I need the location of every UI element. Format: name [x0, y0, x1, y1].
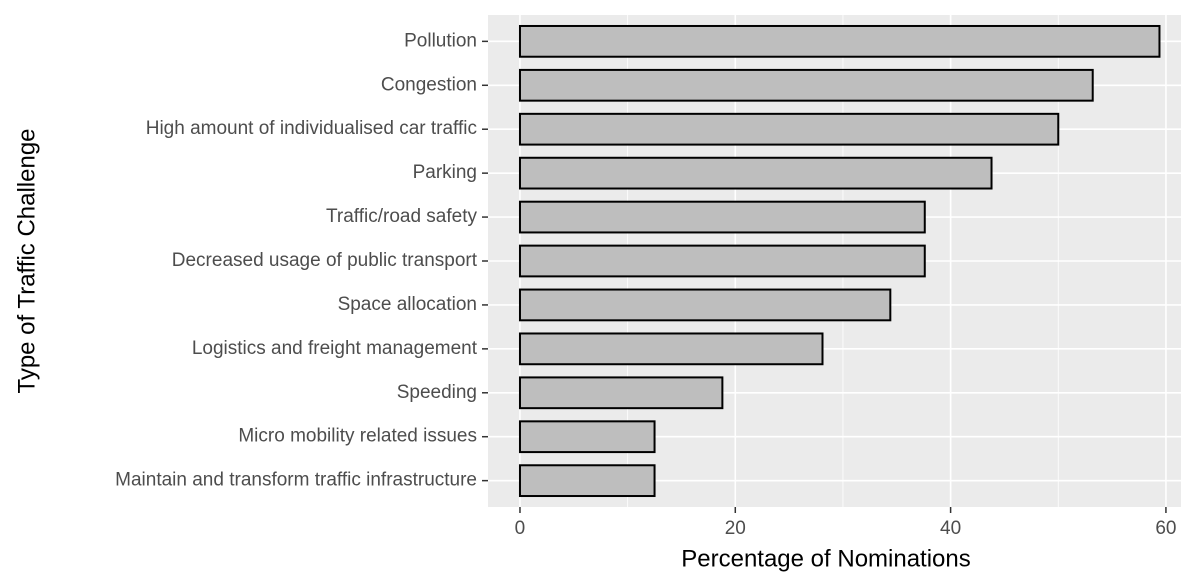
bar: [518, 376, 724, 410]
y-tick-label: Micro mobility related issues: [238, 426, 477, 447]
bar: [518, 112, 1060, 146]
y-tick-label: Maintain and transform traffic infrastru…: [115, 470, 477, 491]
bar: [518, 420, 656, 454]
y-tick-label: Space allocation: [338, 294, 477, 315]
y-tick-label: High amount of individualised car traffi…: [146, 118, 477, 139]
y-tick-label: Decreased usage of public transport: [172, 250, 478, 271]
y-tick-label: Congestion: [381, 74, 477, 95]
x-tick-label: 40: [940, 518, 961, 539]
bar: [518, 464, 656, 498]
y-tick-label: Parking: [413, 162, 477, 183]
bar: [518, 156, 993, 190]
y-tick-label: Speeding: [397, 382, 477, 403]
bar: [518, 24, 1161, 58]
bar: [518, 68, 1094, 102]
x-tick-label: 20: [725, 518, 746, 539]
y-tick-label: Pollution: [404, 30, 477, 51]
x-tick-label: 0: [515, 518, 526, 539]
y-tick-label: Traffic/road safety: [326, 206, 478, 227]
bar: [518, 332, 824, 366]
bar: [518, 288, 892, 322]
y-axis-title: Type of Traffic Challenge: [13, 128, 40, 393]
x-tick-label: 60: [1155, 518, 1176, 539]
bar: [518, 200, 926, 234]
bar: [518, 244, 926, 278]
x-axis-title: Percentage of Nominations: [681, 545, 971, 572]
y-tick-label: Logistics and freight management: [192, 338, 478, 359]
